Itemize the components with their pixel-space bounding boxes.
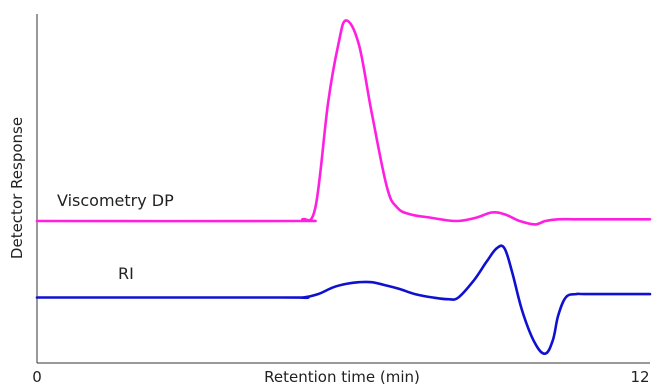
x-tick-label-start: 0 bbox=[32, 368, 42, 386]
y-axis-title: Detector Response bbox=[8, 117, 26, 259]
series-line-viscometry-dp bbox=[35, 19, 652, 226]
series-layer bbox=[35, 19, 652, 355]
series-line-ri bbox=[35, 244, 652, 355]
series-label-viscometry: Viscometry DP bbox=[57, 191, 174, 210]
x-tick-label-end: 12 bbox=[630, 368, 649, 386]
series-label-ri: RI bbox=[118, 264, 134, 283]
x-axis-title: Retention time (min) bbox=[264, 368, 420, 386]
